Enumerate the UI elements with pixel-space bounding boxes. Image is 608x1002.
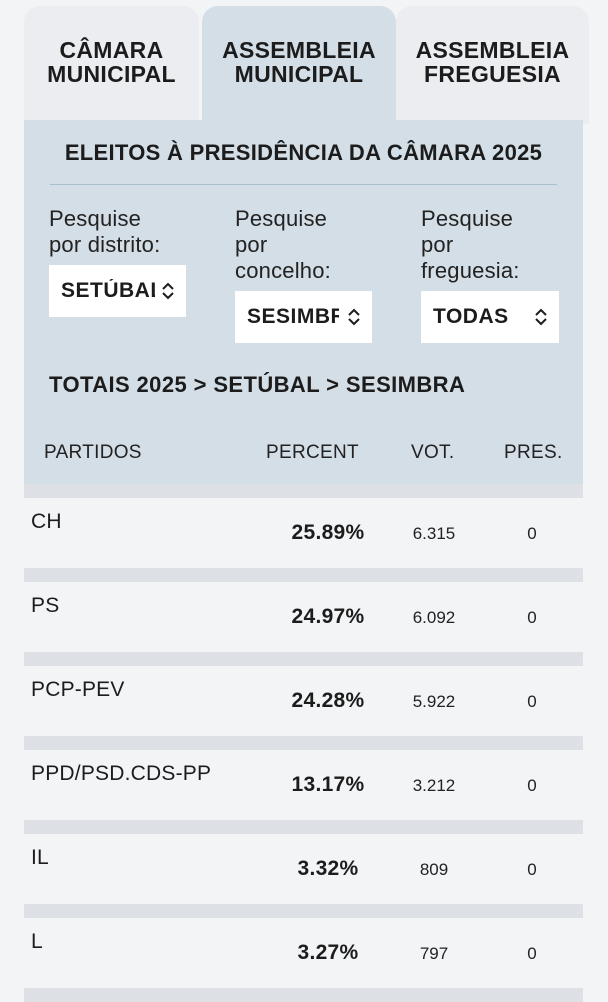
party-name: CH: [31, 510, 62, 533]
table-row: PCP-PEV 24.28% 5.922 0: [24, 652, 583, 736]
row-separator: [24, 568, 583, 582]
row-separator: [24, 988, 583, 1002]
tab-label-line1: ASSEMBLEIA: [415, 37, 570, 63]
table-row: CH 25.89% 6.315 0: [24, 484, 583, 568]
row-separator: [24, 820, 583, 834]
tab-camara-municipal[interactable]: CÂMARA MUNICIPAL: [24, 6, 199, 124]
votes-value: 3.212: [412, 776, 456, 795]
chevron-up-down-icon: [162, 282, 174, 300]
tab-label-line1: ASSEMBLEIA: [222, 37, 376, 63]
municipality-select-value: SESIMBRA: [247, 305, 339, 328]
tab-label-line2: FREGUESIA: [424, 61, 561, 87]
table-row: L 3.27% 797 0: [24, 904, 583, 988]
label-line: Pesquise: [235, 206, 328, 231]
chevron-up-down-icon: [535, 308, 547, 326]
row-separator: [24, 736, 583, 750]
table-row: [24, 988, 583, 1002]
percent-value: 3.32%: [297, 857, 359, 880]
label-line: por: [235, 232, 268, 257]
party-name: PPD/PSD.CDS-PP: [31, 762, 212, 785]
percent-value: 25.89%: [291, 521, 365, 544]
column-header-presidents: PRES.: [504, 442, 563, 463]
votes-value: 797: [419, 944, 449, 963]
parish-select[interactable]: TODAS: [421, 291, 559, 343]
percent-value: 24.28%: [291, 689, 365, 712]
party-name: PS: [31, 594, 60, 617]
column-header-percent: PERCENT: [266, 442, 359, 463]
label-line: freguesia:: [421, 258, 520, 283]
breadcrumb: TOTAIS 2025 > SETÚBAL > SESIMBRA: [49, 372, 466, 397]
chevron-up-down-icon: [348, 308, 360, 326]
label-line: Pesquise: [421, 206, 514, 231]
district-filter-label: Pesquise por distrito:: [49, 206, 160, 258]
votes-value: 6.092: [412, 608, 456, 627]
presidents-value: 0: [527, 776, 537, 795]
votes-value: 809: [419, 860, 449, 879]
district-select-value: SETÚBAL: [61, 279, 155, 302]
divider: [50, 184, 557, 185]
presidents-value: 0: [527, 608, 537, 627]
tab-assembleia-municipal[interactable]: ASSEMBLEIA MUNICIPAL: [202, 6, 396, 124]
percent-value: 13.17%: [291, 773, 365, 796]
parish-select-value: TODAS: [433, 305, 509, 328]
tab-assembleia-freguesia[interactable]: ASSEMBLEIA FREGUESIA: [396, 6, 589, 124]
row-separator: [24, 484, 583, 498]
percent-value: 3.27%: [297, 941, 359, 964]
row-separator: [24, 652, 583, 666]
votes-value: 5.922: [412, 692, 456, 711]
label-line: por distrito:: [49, 232, 161, 257]
votes-value: 6.315: [412, 524, 456, 543]
presidents-value: 0: [527, 860, 537, 879]
district-select[interactable]: SETÚBAL: [49, 265, 186, 317]
percent-value: 24.97%: [291, 605, 365, 628]
tab-label-line2: MUNICIPAL: [234, 61, 364, 87]
party-name: IL: [31, 846, 49, 869]
table-row: PS 24.97% 6.092 0: [24, 568, 583, 652]
municipality-select[interactable]: SESIMBRA: [235, 291, 372, 343]
municipality-filter-label: Pesquise por concelho:: [235, 206, 331, 284]
column-header-party: PARTIDOS: [44, 442, 142, 463]
party-name: L: [31, 930, 43, 953]
tab-bar: CÂMARA MUNICIPAL ASSEMBLEIA MUNICIPAL AS…: [24, 6, 589, 124]
label-line: Pesquise: [49, 206, 142, 231]
panel-title: ELEITOS À PRESIDÊNCIA DA CÂMARA 2025: [64, 140, 543, 165]
tab-label-line1: CÂMARA: [59, 37, 164, 63]
table-row: IL 3.32% 809 0: [24, 820, 583, 904]
label-line: por: [421, 232, 454, 257]
party-name: PCP-PEV: [31, 678, 125, 701]
parish-filter-label: Pesquise por freguesia:: [421, 206, 520, 284]
presidents-value: 0: [527, 524, 537, 543]
filter-panel: ELEITOS À PRESIDÊNCIA DA CÂMARA 2025 Pes…: [24, 120, 583, 484]
presidents-value: 0: [527, 692, 537, 711]
table-row: PPD/PSD.CDS-PP 13.17% 3.212 0: [24, 736, 583, 820]
presidents-value: 0: [527, 944, 537, 963]
tab-label-line2: MUNICIPAL: [47, 61, 176, 87]
label-line: concelho:: [235, 258, 331, 283]
row-separator: [24, 904, 583, 918]
column-header-votes: VOT.: [411, 442, 455, 463]
